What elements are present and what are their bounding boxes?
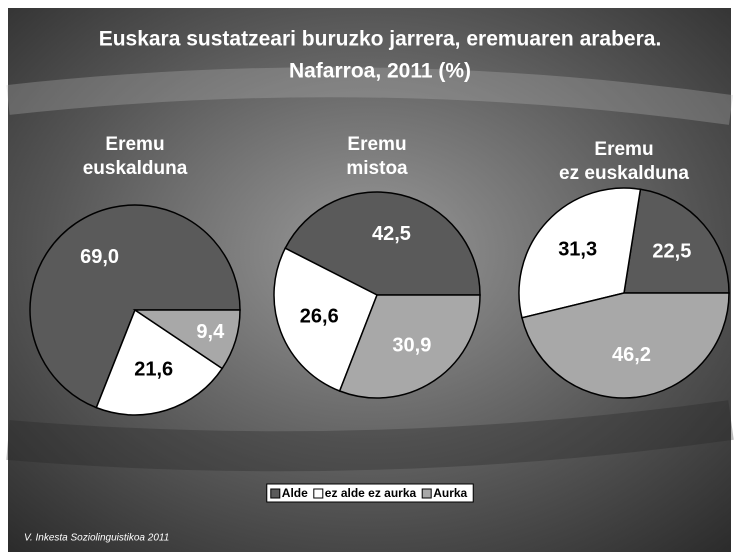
pie-slice [623,188,730,294]
data-label: 30,9 [392,334,431,356]
pie-slice [29,204,241,409]
legend: Alde ez alde ez aurka Aurka [266,483,474,503]
legend-swatch [270,488,281,499]
pie-slice [95,308,224,416]
pie-slice [284,191,481,296]
legend-swatch [421,488,432,499]
pie-slice [273,247,378,392]
chart-title: Euskara sustatzeari buruzko jarrera, ere… [99,28,662,51]
decoration [6,400,734,472]
pie-title: Eremu [594,139,653,160]
chart-title: Nafarroa, 2011 (%) [289,60,471,83]
pie-title: ez euskalduna [559,163,689,184]
pie-title: euskalduna [83,158,188,179]
data-label: 31,3 [558,239,597,261]
data-label: 69,0 [80,246,119,268]
data-label: 9,4 [196,321,225,343]
data-label: 42,5 [372,223,411,245]
source: V. Inkesta Soziolinguistikoa 2011 [24,533,169,544]
data-label: 26,6 [300,305,339,327]
pie-slice [518,187,642,319]
pie-slice [521,292,730,399]
legend-swatch [313,488,324,499]
data-label: 46,2 [612,344,651,366]
legend-label: ez alde ez aurka [325,486,417,500]
pie-slice [132,309,241,370]
legend-label: Aurka [433,486,467,500]
data-label: 21,6 [134,358,173,380]
legend-label: Alde [282,486,308,500]
pie-title: Eremu [105,134,164,155]
pie-title: Eremu [347,134,406,155]
data-label: 22,5 [652,240,691,262]
pie-title: mistoa [346,158,408,179]
decoration [6,67,734,125]
pie-slice [338,294,481,399]
